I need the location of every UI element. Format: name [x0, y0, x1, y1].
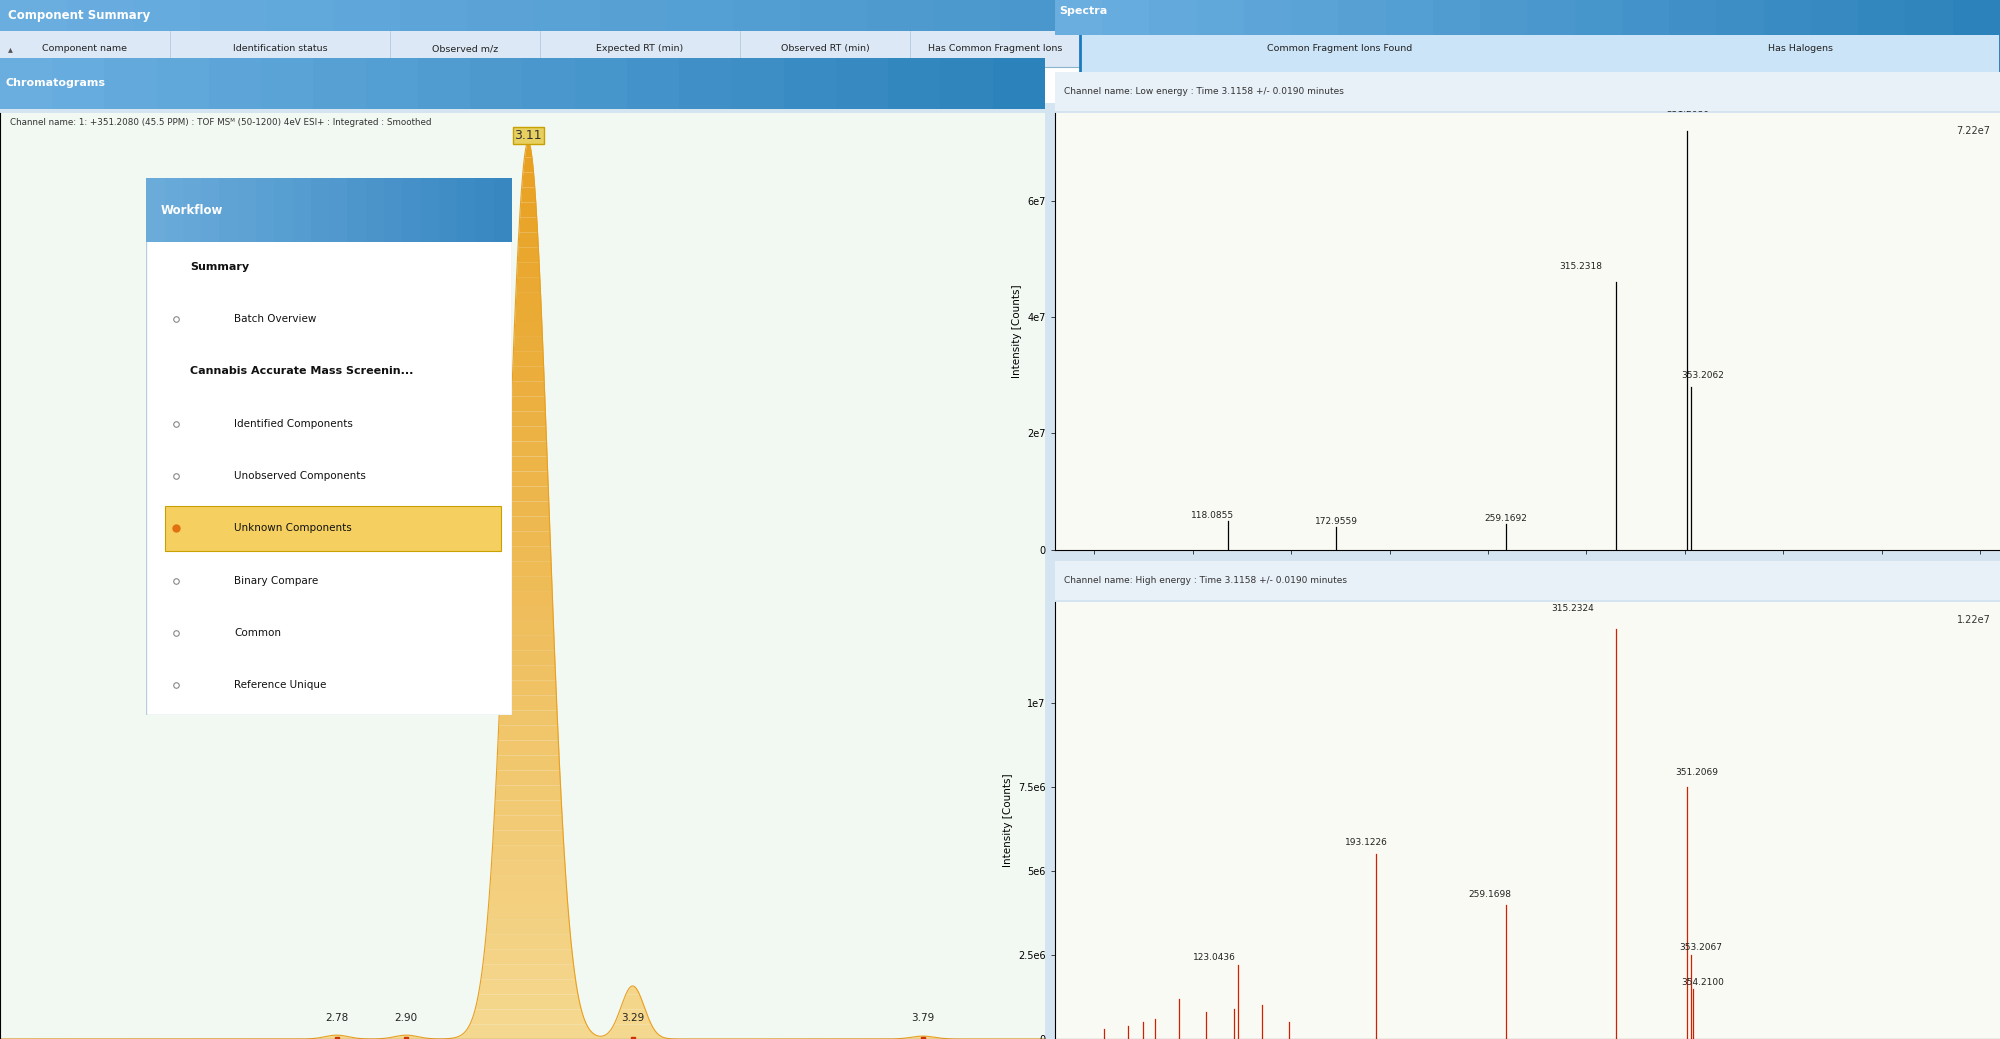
- Y-axis label: Intensity [Counts]: Intensity [Counts]: [1012, 285, 1022, 378]
- Text: 1: 1: [8, 80, 14, 89]
- Bar: [200, 0, 266, 31]
- Bar: [1800, 0, 1866, 31]
- Y-axis label: Intensity [Counts]: Intensity [Counts]: [1002, 774, 1012, 868]
- Bar: [1466, 0, 1534, 31]
- Text: 3.12: 3.12: [814, 80, 836, 89]
- Bar: [1666, 0, 1734, 31]
- Bar: [0, 31, 2000, 66]
- Bar: [466, 0, 534, 31]
- Bar: [1334, 0, 1400, 31]
- Text: 353.2067: 353.2067: [1680, 942, 1722, 952]
- Bar: [1200, 0, 1266, 31]
- Text: 315.2324: 315.2324: [1552, 604, 1594, 613]
- Text: 351.2080: 351.2080: [442, 80, 488, 89]
- Bar: [1066, 0, 1134, 31]
- Bar: [0, 66, 2000, 103]
- Bar: [134, 0, 200, 31]
- Text: Observed m/z: Observed m/z: [432, 45, 498, 53]
- Bar: [1600, 0, 1666, 31]
- Bar: [1000, 0, 1066, 31]
- Bar: [1134, 0, 1200, 31]
- Bar: [0, 0, 66, 31]
- Text: Observed RT (min): Observed RT (min): [780, 45, 870, 53]
- Bar: [534, 0, 600, 31]
- Text: None: None: [268, 80, 292, 89]
- Text: Yes: Yes: [1792, 80, 1808, 89]
- Text: Identification status: Identification status: [232, 45, 328, 53]
- Text: Candidate Mass 351.2080: Candidate Mass 351.2080: [20, 80, 150, 89]
- Text: 3.29: 3.29: [622, 1013, 644, 1022]
- Text: Expected RT (min): Expected RT (min): [596, 45, 684, 53]
- Text: 193.12231, 259.16926, 135.11683, 123.04406, 93.0699: 193.12231, 259.16926, 135.11683, 123.044…: [1212, 80, 1468, 89]
- Bar: [1080, 31, 2000, 103]
- Text: 259.1698: 259.1698: [1468, 890, 1512, 899]
- Text: 2.78: 2.78: [326, 1013, 348, 1022]
- Bar: [600, 0, 666, 31]
- Text: 2.90: 2.90: [394, 1013, 418, 1022]
- Text: 1.22e7: 1.22e7: [1956, 615, 1990, 625]
- Text: 123.0436: 123.0436: [1192, 953, 1236, 962]
- Text: 354.2100: 354.2100: [1682, 978, 1724, 987]
- Bar: [866, 0, 934, 31]
- Text: 353.2062: 353.2062: [1682, 371, 1724, 380]
- Bar: [1934, 0, 2000, 31]
- Bar: [1400, 0, 1466, 31]
- Text: 315.2318: 315.2318: [1560, 262, 1602, 271]
- Bar: [266, 0, 334, 31]
- Bar: [1866, 0, 1934, 31]
- Bar: [1266, 0, 1334, 31]
- Bar: [1600, 31, 2000, 103]
- Bar: [666, 0, 734, 31]
- Text: Channel name: 1: +351.2080 (45.5 PPM) : TOF MSᴹ (50-1200) 4eV ESI+ : Integrated : Channel name: 1: +351.2080 (45.5 PPM) : …: [10, 117, 432, 127]
- Text: Component name: Component name: [42, 45, 128, 53]
- Text: 193.1226: 193.1226: [1344, 837, 1388, 847]
- Text: Has Halogens: Has Halogens: [1768, 45, 1832, 53]
- Text: 259.1692: 259.1692: [1484, 513, 1528, 523]
- Bar: [1534, 0, 1600, 31]
- Text: 351.2080: 351.2080: [1666, 105, 1708, 114]
- Text: Component Summary: Component Summary: [8, 9, 150, 23]
- Bar: [1080, 31, 1600, 103]
- Text: Yes: Yes: [988, 80, 1004, 89]
- Text: 118.0855: 118.0855: [1190, 510, 1234, 520]
- Bar: [334, 0, 400, 31]
- Bar: [1734, 0, 1800, 31]
- Bar: [400, 0, 466, 31]
- Bar: [734, 0, 800, 31]
- Text: 351.2069: 351.2069: [1676, 768, 1718, 777]
- Bar: [934, 0, 1000, 31]
- Bar: [66, 0, 134, 31]
- Text: Has Common Fragment Ions: Has Common Fragment Ions: [928, 45, 1062, 53]
- Bar: [800, 0, 866, 31]
- Text: ▴: ▴: [8, 44, 12, 54]
- Text: 7.22e7: 7.22e7: [1956, 127, 1990, 136]
- Text: Common Fragment Ions Found: Common Fragment Ions Found: [1268, 45, 1412, 53]
- Text: 3.79: 3.79: [912, 1013, 934, 1022]
- Text: 3.11: 3.11: [514, 129, 542, 142]
- Text: 172.9559: 172.9559: [1314, 516, 1358, 526]
